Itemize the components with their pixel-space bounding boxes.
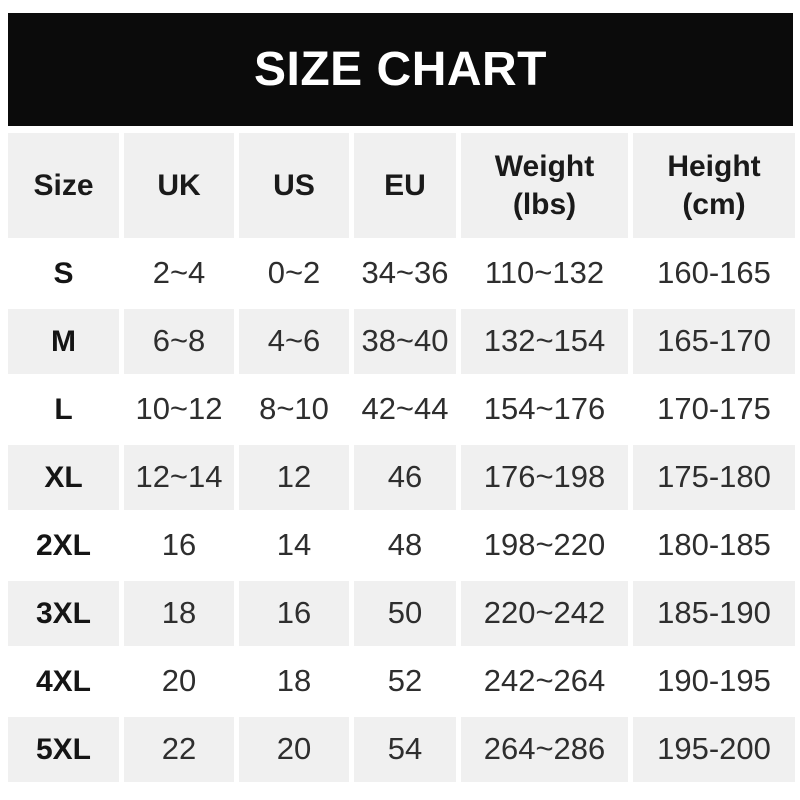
column-header-us: US	[239, 133, 349, 238]
table-cell: 264~286	[461, 717, 628, 782]
size-chart-table: Size UK US EU Weight (lbs) Height (cm) S…	[8, 133, 795, 782]
table-cell: 110~132	[461, 241, 628, 306]
table-cell: 242~264	[461, 649, 628, 714]
table-cell: 50	[354, 581, 456, 646]
table-cell: 12~14	[124, 445, 234, 510]
table-cell: 132~154	[461, 309, 628, 374]
table-cell: 38~40	[354, 309, 456, 374]
table-cell: 195-200	[633, 717, 795, 782]
row-label: 5XL	[8, 717, 119, 782]
table-cell: 154~176	[461, 377, 628, 442]
column-header-size: Size	[8, 133, 119, 238]
table-cell: 185-190	[633, 581, 795, 646]
table-cell: 0~2	[239, 241, 349, 306]
row-label: XL	[8, 445, 119, 510]
table-cell: 42~44	[354, 377, 456, 442]
table-cell: 18	[239, 649, 349, 714]
table-cell: 170-175	[633, 377, 795, 442]
table-cell: 4~6	[239, 309, 349, 374]
table-cell: 6~8	[124, 309, 234, 374]
table-cell: 190-195	[633, 649, 795, 714]
table-cell: 52	[354, 649, 456, 714]
table-cell: 176~198	[461, 445, 628, 510]
table-cell: 18	[124, 581, 234, 646]
row-label: 4XL	[8, 649, 119, 714]
column-header-uk: UK	[124, 133, 234, 238]
column-header-eu: EU	[354, 133, 456, 238]
table-cell: 12	[239, 445, 349, 510]
row-label: L	[8, 377, 119, 442]
table-cell: 34~36	[354, 241, 456, 306]
row-label: M	[8, 309, 119, 374]
table-cell: 180-185	[633, 513, 795, 578]
table-cell: 20	[124, 649, 234, 714]
table-cell: 220~242	[461, 581, 628, 646]
column-header-height: Height (cm)	[633, 133, 795, 238]
table-cell: 10~12	[124, 377, 234, 442]
table-cell: 16	[124, 513, 234, 578]
row-label: 3XL	[8, 581, 119, 646]
table-cell: 160-165	[633, 241, 795, 306]
column-header-weight: Weight (lbs)	[461, 133, 628, 238]
table-cell: 54	[354, 717, 456, 782]
table-cell: 198~220	[461, 513, 628, 578]
table-cell: 175-180	[633, 445, 795, 510]
table-cell: 46	[354, 445, 456, 510]
table-cell: 2~4	[124, 241, 234, 306]
size-chart-banner: SIZE CHART	[8, 13, 793, 126]
row-label: 2XL	[8, 513, 119, 578]
chart-title: SIZE CHART	[254, 43, 547, 96]
table-cell: 22	[124, 717, 234, 782]
table-cell: 165-170	[633, 309, 795, 374]
table-cell: 14	[239, 513, 349, 578]
table-cell: 16	[239, 581, 349, 646]
table-cell: 8~10	[239, 377, 349, 442]
table-cell: 48	[354, 513, 456, 578]
row-label: S	[8, 241, 119, 306]
table-cell: 20	[239, 717, 349, 782]
